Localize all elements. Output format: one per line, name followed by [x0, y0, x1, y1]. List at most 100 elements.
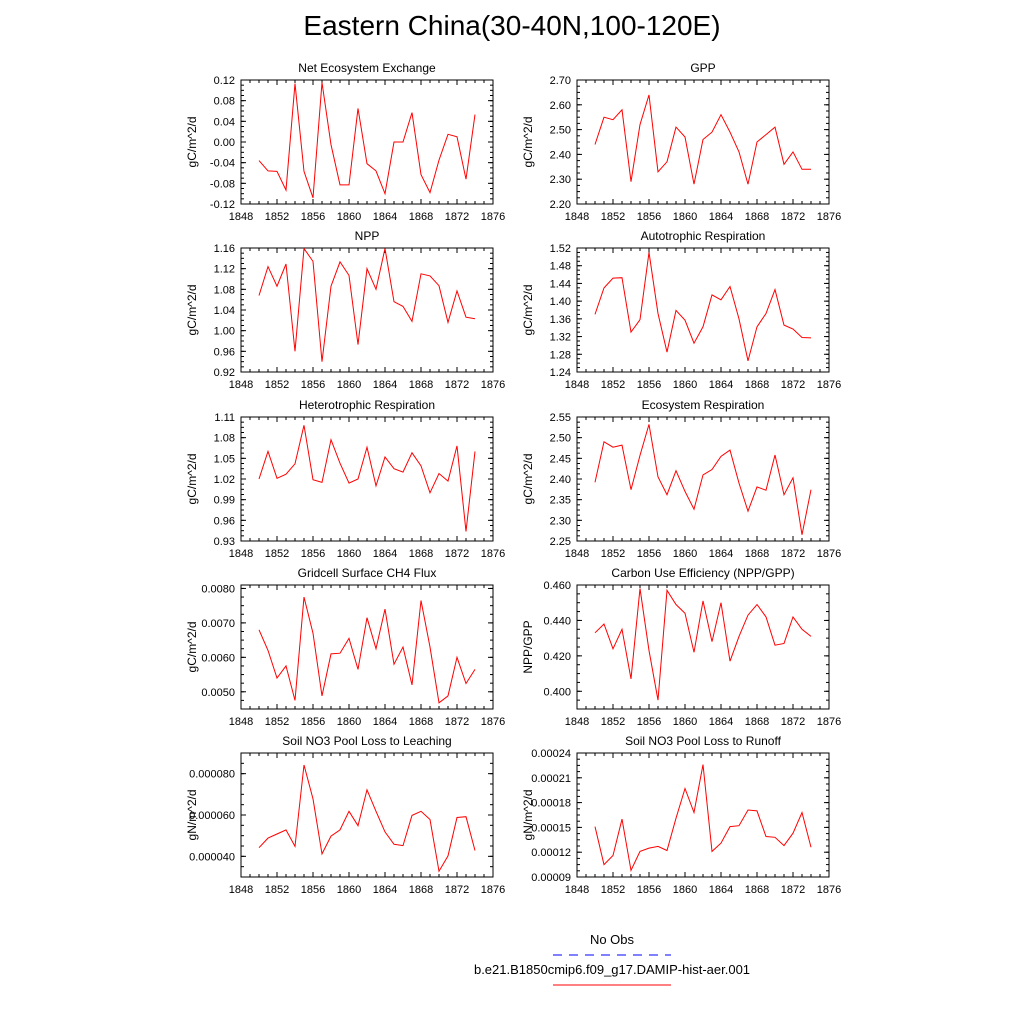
x-tick-label: 1868: [745, 716, 769, 728]
y-axis-label: NPP/GPP: [521, 620, 535, 673]
y-tick-label: 2.55: [550, 412, 571, 424]
x-tick-label: 1872: [445, 379, 469, 391]
x-tick-label: 1876: [481, 211, 505, 223]
series-line-1: [594, 764, 812, 873]
x-tick-label: 1848: [565, 379, 589, 391]
x-tick-label: 1872: [445, 884, 469, 896]
x-tick-label: 1876: [817, 548, 841, 560]
x-tick-label: 1856: [301, 548, 325, 560]
series-line-1: [594, 252, 812, 362]
y-tick-label: 1.11: [214, 412, 235, 424]
series-line-1: [258, 82, 476, 198]
y-tick-label: 1.32: [550, 332, 571, 344]
x-tick-label: 1872: [781, 211, 805, 223]
y-tick-label: 0.00012: [531, 847, 571, 859]
y-tick-label: 2.60: [550, 100, 571, 112]
x-tick-label: 1852: [265, 716, 289, 728]
x-tick-label: 1876: [481, 548, 505, 560]
y-tick-label: 2.50: [550, 433, 571, 445]
y-tick-label: 1.36: [550, 314, 571, 326]
panel-title: Net Ecosystem Exchange: [298, 61, 436, 75]
y-tick-label: 2.40: [550, 474, 571, 486]
x-tick-label: 1848: [565, 548, 589, 560]
x-tick-label: 1852: [601, 884, 625, 896]
series-line-1: [258, 247, 476, 362]
y-axis-label: gC/m^2/d: [185, 454, 199, 505]
x-tick-label: 1856: [301, 716, 325, 728]
chart-panel-7: Gridcell Surface CH4 Flux gC/m^2/d 1848 185…: [185, 566, 505, 728]
x-tick-label: 1856: [637, 548, 661, 560]
panel-title: Heterotrophic Respiration: [299, 398, 435, 412]
y-tick-label: 1.16: [214, 243, 235, 255]
x-tick-label: 1868: [745, 379, 769, 391]
y-tick-label: 1.00: [214, 326, 235, 338]
x-tick-label: 1868: [409, 379, 433, 391]
chart-panel-2: GPP gC/m^2/d 1848 1852 1856 1860 1864 1868 1872 1…: [521, 61, 841, 223]
x-tick-label: 1848: [565, 884, 589, 896]
x-tick-label: 1860: [337, 884, 361, 896]
y-tick-label: 0.0080: [201, 583, 235, 595]
plot-frame: [576, 247, 830, 373]
chart-panel-1: Net Ecosystem Exchange gC/m^2/d 1848 1852 18…: [185, 61, 505, 223]
x-tick-label: 1864: [373, 211, 397, 223]
y-tick-label: 1.05: [214, 453, 235, 465]
y-tick-label: 2.50: [550, 125, 571, 137]
y-tick-label: -0.04: [210, 158, 235, 170]
x-tick-label: 1872: [781, 884, 805, 896]
chart-panel-4: Autotrophic Respiration gC/m^2/d 1848 1852 1…: [521, 229, 841, 391]
x-tick-label: 1868: [409, 716, 433, 728]
x-tick-label: 1868: [745, 548, 769, 560]
y-axis-label: gN/m^2/d: [521, 790, 535, 841]
y-tick-label: 0.96: [214, 346, 235, 358]
y-axis-label: gC/m^2/d: [521, 117, 535, 168]
y-tick-label: 0.460: [543, 580, 571, 592]
x-tick-label: 1864: [373, 716, 397, 728]
y-tick-label: 0.420: [543, 651, 571, 663]
y-tick-label: 1.52: [550, 243, 571, 255]
y-tick-label: 0.00024: [531, 748, 571, 760]
x-tick-label: 1852: [601, 379, 625, 391]
panel-title: Gridcell Surface CH4 Flux: [298, 566, 437, 580]
plot-frame: [240, 752, 494, 878]
y-tick-label: 1.12: [214, 264, 235, 276]
x-tick-label: 1876: [481, 716, 505, 728]
y-tick-label: 1.28: [550, 349, 571, 361]
y-tick-label: 0.99: [214, 495, 235, 507]
y-tick-label: 0.96: [214, 515, 235, 527]
y-tick-label: 0.400: [543, 686, 571, 698]
x-tick-label: 1852: [265, 548, 289, 560]
legend-obs-label: No Obs: [589, 932, 635, 947]
y-tick-label: 1.24: [550, 367, 571, 379]
x-tick-label: 1864: [709, 716, 733, 728]
x-tick-label: 1856: [637, 884, 661, 896]
x-tick-label: 1872: [445, 548, 469, 560]
legend-model-label: b.e21.B1850cmip6.f09_g17.DAMIP-hist-aer.…: [473, 962, 751, 977]
y-tick-label: 1.44: [550, 278, 571, 290]
panel-title: Autotrophic Respiration: [641, 229, 766, 243]
panel-title: Soil NO3 Pool Loss to Runoff: [625, 734, 782, 748]
x-tick-label: 1864: [709, 548, 733, 560]
y-tick-label: 2.30: [550, 174, 571, 186]
plot-frame: [240, 416, 494, 542]
y-tick-label: 1.02: [214, 474, 235, 486]
x-tick-label: 1856: [301, 884, 325, 896]
series-line-1: [594, 588, 812, 701]
x-tick-label: 1864: [373, 884, 397, 896]
panel-title: Ecosystem Respiration: [642, 398, 765, 412]
y-axis-label: gC/m^2/d: [521, 285, 535, 336]
plot-frame: [240, 247, 494, 373]
y-axis-label: gC/m^2/d: [185, 285, 199, 336]
x-tick-label: 1868: [409, 211, 433, 223]
x-tick-label: 1876: [817, 379, 841, 391]
x-tick-label: 1872: [445, 211, 469, 223]
series-line-1: [258, 596, 476, 704]
x-tick-label: 1848: [229, 884, 253, 896]
y-tick-label: 1.08: [214, 284, 235, 296]
y-tick-label: -0.08: [210, 178, 235, 190]
y-tick-label: 1.08: [214, 433, 235, 445]
x-tick-label: 1860: [337, 379, 361, 391]
plot-frame: [576, 416, 830, 542]
x-tick-label: 1860: [673, 211, 697, 223]
y-tick-label: 0.12: [214, 75, 235, 87]
